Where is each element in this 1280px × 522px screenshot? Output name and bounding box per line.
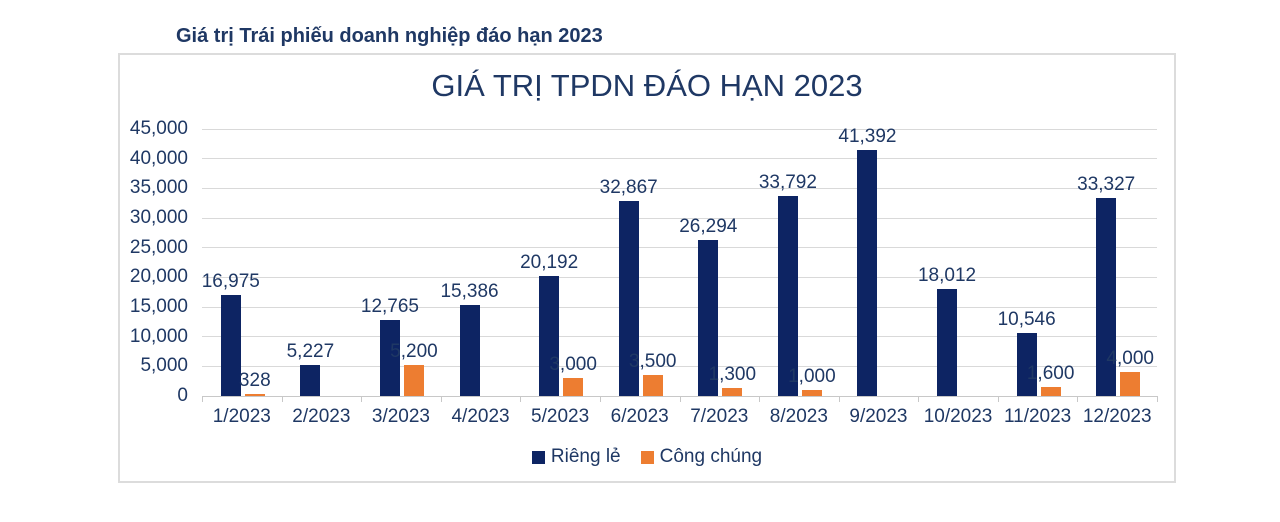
bar-value-label: 5,227 (286, 340, 335, 362)
bar-value-label: 20,192 (520, 252, 579, 274)
bar-rieng-le (1096, 198, 1117, 396)
bar-value-label: 1,300 (708, 364, 757, 386)
bar-value-label: 18,012 (917, 265, 977, 287)
bar-rieng-le (1016, 333, 1037, 396)
y-axis-labels: 0 5,000 10,000 15,000 20,000 25,000 30,000 35,0… (120, 118, 188, 406)
x-tick-label: 11/2023 (1003, 406, 1072, 427)
x-tick-label: 1/2023 (212, 406, 271, 427)
bar-rieng-le (618, 200, 639, 396)
x-tick-label: 10/2023 (923, 406, 993, 427)
y-tick-label: 5,000 (140, 355, 188, 377)
bar-value-label: 1,000 (788, 366, 836, 388)
bar-value-label: 328 (238, 370, 271, 392)
legend-item-cong-chung: Công chúng (640, 446, 763, 468)
bar-value-label: 33,327 (1077, 174, 1136, 196)
y-tick-label: 15,000 (129, 296, 188, 317)
bar-value-label: 3,000 (549, 354, 597, 376)
bar-value-label: 32,867 (599, 176, 658, 198)
axis-tick (202, 396, 203, 402)
bar-value-label: 41,392 (838, 126, 897, 148)
axis-tick (599, 396, 601, 402)
bar-value-label: 15,386 (440, 280, 499, 302)
legend-item-rieng-le: Riêng lẻ (531, 446, 621, 468)
axis-tick (1157, 396, 1158, 402)
bar-rieng-le (459, 304, 480, 396)
x-tick-label: 5/2023 (531, 406, 590, 427)
axis-tick (361, 396, 363, 402)
gridline (202, 336, 1157, 338)
bar-value-label: 16,975 (201, 271, 260, 293)
y-tick-label: 25,000 (129, 236, 188, 258)
axis-tick (281, 396, 283, 402)
legend-swatch-cong-chung (640, 450, 654, 464)
legend-label-cong-chung: Công chúng (659, 446, 763, 467)
x-tick-label: 12/2023 (1082, 406, 1152, 427)
bar-cong-chung (801, 390, 822, 396)
gridline (202, 247, 1157, 249)
bar-cong-chung (244, 394, 265, 396)
bar-cong-chung (722, 388, 743, 396)
y-tick-label: 35,000 (129, 177, 188, 199)
page-heading: Giá trị Trái phiếu doanh nghiệp đáo hạn … (176, 25, 603, 47)
axis-tick (679, 396, 681, 402)
x-tick-label: 2/2023 (292, 406, 351, 427)
chart-title: GIÁ TRỊ TPDN ĐÁO HẠN 2023 (431, 68, 863, 103)
axis-tick (918, 396, 920, 402)
bar-cong-chung (642, 375, 663, 396)
gridline (202, 276, 1157, 278)
bar-value-label: 33,792 (758, 171, 817, 193)
x-tick-label: 4/2023 (451, 406, 510, 427)
axis-tick (759, 396, 761, 402)
legend-swatch-rieng-le (531, 450, 545, 464)
bar-value-label: 26,294 (679, 215, 738, 237)
plot-area: 16,975 328 5,227 12,765 5,200 15,386 20,192 3,0… (201, 126, 1158, 402)
bar-cong-chung (563, 378, 584, 396)
gridline (202, 128, 1157, 130)
gridline (202, 158, 1157, 160)
legend-label-rieng-le: Riêng lẻ (550, 446, 621, 467)
axis-tick (838, 396, 840, 402)
x-tick-label: 3/2023 (371, 406, 430, 427)
y-tick-label: 45,000 (129, 118, 188, 139)
x-tick-label: 8/2023 (769, 406, 828, 427)
bar-cong-chung (1120, 372, 1141, 396)
y-tick-label: 30,000 (129, 207, 188, 228)
bar-cong-chung (403, 365, 424, 396)
y-tick-label: 10,000 (129, 325, 188, 347)
x-axis-labels: 1/2023 2/2023 3/2023 4/2023 5/2023 6/2023 7/20… (202, 406, 1157, 430)
x-tick-label: 9/2023 (849, 406, 908, 427)
chart-frame: GIÁ TRỊ TPDN ĐÁO HẠN 2023 0 5,000 10,000 15… (118, 53, 1176, 483)
bar-rieng-le (698, 239, 719, 396)
bar-rieng-le (937, 289, 958, 396)
y-tick-label: 0 (177, 385, 188, 406)
bar-value-label: 5,200 (390, 341, 438, 363)
legend: Riêng lẻ Công chúng (120, 446, 1174, 468)
bar-rieng-le (220, 295, 241, 396)
gridline (202, 217, 1157, 219)
y-tick-label: 40,000 (129, 147, 188, 169)
bar-rieng-le (300, 364, 321, 396)
bar-value-label: 12,765 (360, 296, 420, 318)
axis-tick (1077, 396, 1079, 402)
x-tick-label: 6/2023 (610, 406, 669, 427)
gridline (202, 187, 1157, 189)
bar-value-label: 1,600 (1026, 362, 1075, 384)
gridline (202, 306, 1157, 308)
bar-cong-chung (1040, 386, 1061, 396)
bar-rieng-le (379, 320, 400, 396)
axis-tick (520, 396, 522, 402)
bar-rieng-le (777, 195, 798, 396)
bar-rieng-le (857, 150, 878, 396)
bar-rieng-le (539, 276, 560, 396)
bar-value-label: 10,546 (997, 309, 1056, 331)
x-tick-label: 7/2023 (690, 406, 749, 427)
axis-tick (997, 396, 999, 402)
y-tick-label: 20,000 (129, 266, 188, 288)
bar-value-label: 3,500 (628, 351, 677, 373)
bar-value-label: 4,000 (1106, 348, 1154, 370)
axis-tick (440, 396, 442, 402)
gridline (202, 365, 1157, 367)
